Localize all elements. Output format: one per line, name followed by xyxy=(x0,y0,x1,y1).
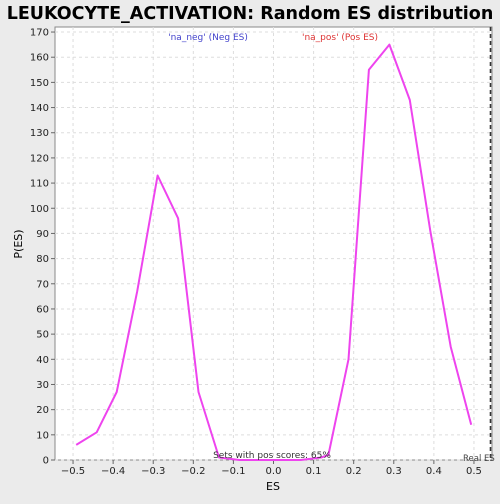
y-tick-label: 170 xyxy=(30,28,49,39)
x-tick-label: 0.2 xyxy=(346,466,362,477)
y-tick-label: 50 xyxy=(36,330,49,341)
y-tick-label: 10 xyxy=(36,430,49,441)
y-tick-label: 30 xyxy=(36,380,49,391)
x-tick-label: −0.5 xyxy=(61,466,85,477)
y-tick-label: 130 xyxy=(30,128,49,139)
x-tick-label: −0.3 xyxy=(141,466,165,477)
y-tick-label: 70 xyxy=(36,279,49,290)
y-tick-label: 20 xyxy=(36,405,49,416)
neg-es-legend-label: 'na_neg' (Neg ES) xyxy=(168,33,248,43)
x-tick-label: 0.0 xyxy=(266,466,282,477)
x-tick-label: −0.1 xyxy=(221,466,245,477)
y-tick-label: 90 xyxy=(36,229,49,240)
y-tick-label: 150 xyxy=(30,78,49,89)
grid-layer xyxy=(55,27,492,461)
es-distribution-line xyxy=(75,43,473,461)
x-tick-label: −0.4 xyxy=(101,466,125,477)
y-axis-label: P(ES) xyxy=(12,229,25,258)
y-tick-label: 40 xyxy=(36,355,49,366)
x-tick-label: 0.5 xyxy=(466,466,482,477)
x-axis-label: ES xyxy=(266,480,280,493)
y-tick-label: 140 xyxy=(30,103,49,114)
x-tick-label: −0.2 xyxy=(181,466,205,477)
y-tick-label: 120 xyxy=(30,153,49,164)
y-tick-label: 160 xyxy=(30,53,49,64)
y-tick-label: 110 xyxy=(30,179,49,190)
y-tick-label: 100 xyxy=(30,204,49,215)
y-tick-label: 0 xyxy=(43,456,49,467)
pos-scores-annotation: Sets with pos scores: 65% xyxy=(213,451,331,461)
real-es-label: Real ES xyxy=(463,454,495,464)
y-tick-label: 80 xyxy=(36,254,49,265)
chart-title: LEUKOCYTE_ACTIVATION: Random ES distribu… xyxy=(7,4,494,24)
y-tick-label: 60 xyxy=(36,304,49,315)
x-tick-label: 0.1 xyxy=(306,466,322,477)
axis-layer: 0 10 20 30 40 50 60 70 80 90 100 110 120 130 140 150 160… xyxy=(30,28,482,477)
x-tick-label: 0.4 xyxy=(426,466,442,477)
series-layer xyxy=(75,43,473,461)
pos-es-legend-label: 'na_pos' (Pos ES) xyxy=(302,33,378,43)
x-tick-label: 0.3 xyxy=(386,466,402,477)
